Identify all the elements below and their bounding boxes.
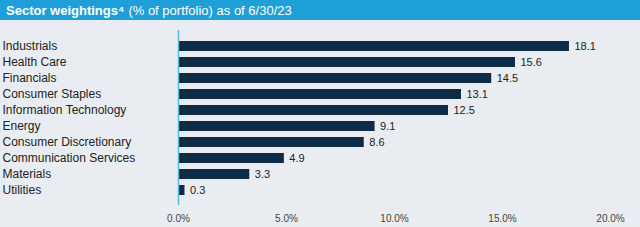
svg-text:Utilities: Utilities [3, 183, 42, 197]
svg-text:15.6: 15.6 [520, 56, 541, 68]
svg-text:12.5: 12.5 [454, 104, 475, 116]
svg-text:13.1: 13.1 [466, 88, 487, 100]
svg-text:Consumer Discretionary: Consumer Discretionary [3, 135, 132, 149]
svg-text:0.0%: 0.0% [167, 213, 190, 224]
svg-text:14.5: 14.5 [497, 72, 518, 84]
svg-text:3.3: 3.3 [255, 168, 270, 180]
svg-text:Materials: Materials [3, 167, 52, 181]
svg-text:4.9: 4.9 [289, 152, 304, 164]
svg-text:Health Care: Health Care [3, 55, 67, 69]
svg-text:Information Technology: Information Technology [3, 103, 127, 117]
svg-text:9.1: 9.1 [380, 120, 395, 132]
svg-text:18.1: 18.1 [574, 40, 595, 52]
svg-text:5.0%: 5.0% [275, 213, 298, 224]
html-text:Sector weightings⁴ (% of portf: Sector weightings⁴ (% of portfolio) as o… [6, 2, 292, 18]
svg-text:Energy: Energy [3, 119, 41, 133]
svg-text:Industrials: Industrials [3, 39, 58, 53]
svg-text:Consumer Staples: Consumer Staples [3, 87, 102, 101]
svg-text:20.0%: 20.0% [596, 213, 624, 224]
svg-text:15.0%: 15.0% [488, 213, 516, 224]
svg-text:0.3: 0.3 [190, 184, 205, 196]
svg-text:8.6: 8.6 [369, 136, 384, 148]
svg-text:Financials: Financials [3, 71, 57, 85]
svg-text:10.0%: 10.0% [380, 213, 408, 224]
svg-text:Communication Services: Communication Services [3, 151, 136, 165]
